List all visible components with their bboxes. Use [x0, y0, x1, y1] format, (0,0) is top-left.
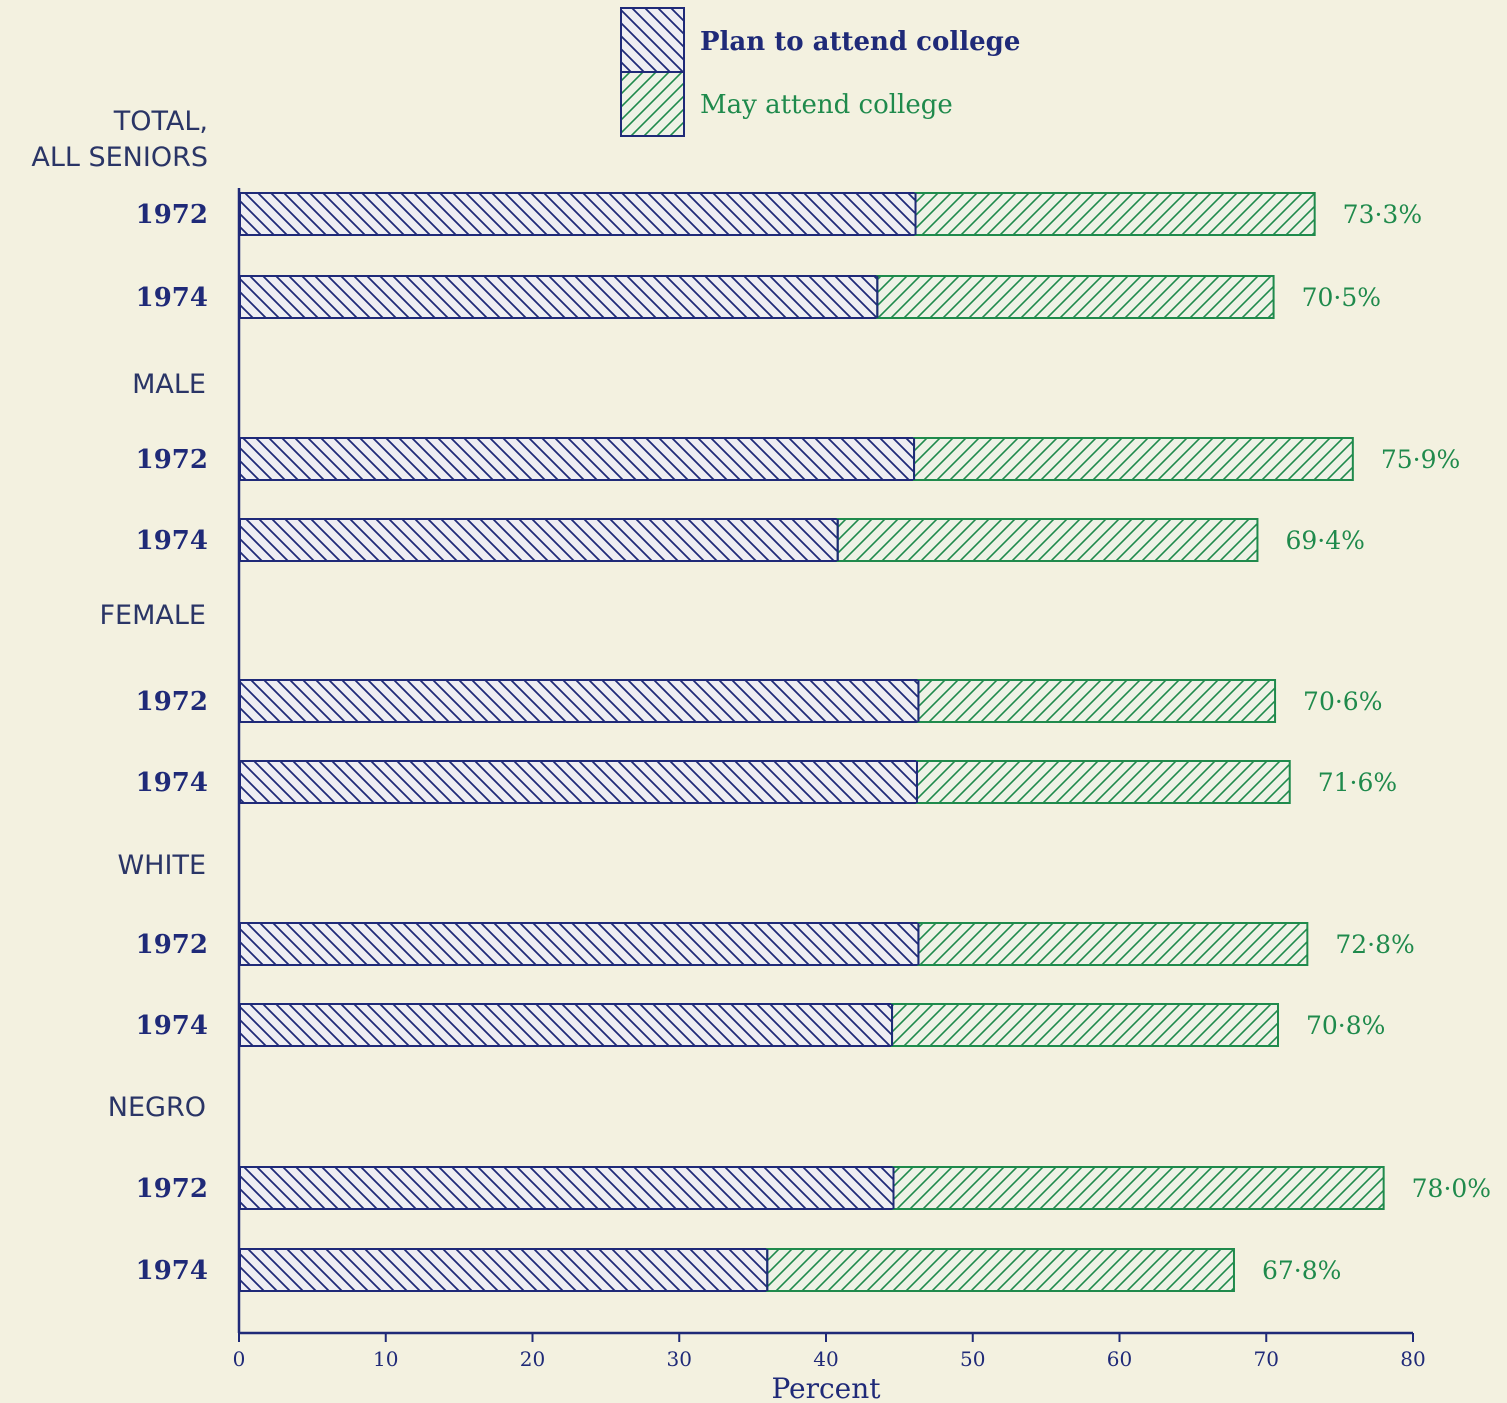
x-tick-label-60: 60: [1107, 1347, 1132, 1371]
x-axis-title: Percent: [771, 1372, 881, 1403]
total-label-white-1972: 72·8%: [1335, 930, 1414, 959]
legend: Plan to attend college May attend colleg…: [620, 7, 1020, 137]
group-label-total-all-seniors: TOTAL, ALL SENIORS: [31, 106, 208, 173]
total-label-male-1972: 75·9%: [1381, 445, 1460, 474]
bar-plan-white-1974: [239, 1003, 894, 1047]
total-label-total-all-seniors-1972: 73·3%: [1343, 200, 1422, 229]
legend-swatch-plan: [620, 7, 685, 73]
bar-may-female-1974: [915, 760, 1291, 804]
total-label-negro-1974: 67·8%: [1262, 1256, 1341, 1285]
total-label-female-1972: 70·6%: [1303, 687, 1382, 716]
total-label-male-1974: 69·4%: [1285, 526, 1364, 555]
year-label-male-1974: 1974: [136, 526, 208, 556]
total-label-female-1974: 71·6%: [1318, 768, 1397, 797]
year-label-total-all-seniors-1972: 1972: [136, 200, 208, 230]
bar-plan-white-1972: [239, 922, 920, 966]
legend-label-may: May attend college: [700, 90, 953, 120]
bar-may-total-all-seniors-1974: [876, 275, 1275, 319]
bar-plan-female-1972: [239, 679, 920, 723]
bar-plan-female-1974: [239, 760, 918, 804]
bar-plan-male-1974: [239, 518, 839, 562]
bar-plan-male-1972: [239, 437, 916, 481]
x-tick-label-30: 30: [667, 1347, 692, 1371]
year-label-total-all-seniors-1974: 1974: [136, 283, 208, 313]
bar-plan-total-all-seniors-1974: [239, 275, 879, 319]
total-label-negro-1972: 78·0%: [1412, 1174, 1491, 1203]
x-tick-label-40: 40: [813, 1347, 838, 1371]
bar-may-negro-1974: [766, 1248, 1235, 1292]
x-tick-label-70: 70: [1254, 1347, 1279, 1371]
bar-may-male-1974: [836, 518, 1259, 562]
legend-swatch-may: [620, 71, 685, 137]
plot-area: 0 10 20 30 40 50 60 70 80 TOTAL, ALL SENIORS 1972 73…: [31, 106, 1491, 1371]
bar-may-female-1972: [917, 679, 1277, 723]
year-label-negro-1974: 1974: [136, 1256, 208, 1286]
group-label-white: WHITE: [117, 850, 206, 881]
bar-may-white-1972: [917, 922, 1309, 966]
year-label-male-1972: 1972: [136, 445, 208, 475]
legend-label-plan: Plan to attend college: [700, 27, 1020, 57]
group-label-male: MALE: [132, 369, 206, 400]
bar-plan-negro-1972: [239, 1166, 895, 1210]
total-label-white-1974: 70·8%: [1306, 1011, 1385, 1040]
bar-plan-negro-1974: [239, 1248, 769, 1292]
x-tick-label-50: 50: [960, 1347, 985, 1371]
x-tick-label-10: 10: [373, 1347, 398, 1371]
x-tick-label-80: 80: [1400, 1347, 1425, 1371]
total-label-total-all-seniors-1974: 70·5%: [1302, 283, 1381, 312]
x-tick-label-20: 20: [520, 1347, 545, 1371]
year-label-female-1974: 1974: [136, 768, 208, 798]
year-label-female-1972: 1972: [136, 687, 208, 717]
group-label-negro: NEGRO: [108, 1092, 206, 1123]
year-label-negro-1972: 1972: [136, 1174, 208, 1204]
group-label-female: FEMALE: [100, 600, 206, 631]
x-tick-label-0: 0: [233, 1347, 246, 1371]
bar-plan-total-all-seniors-1972: [239, 192, 917, 236]
bar-may-white-1974: [891, 1003, 1279, 1047]
year-label-white-1972: 1972: [136, 930, 208, 960]
bar-may-total-all-seniors-1972: [914, 192, 1316, 236]
bar-may-negro-1972: [892, 1166, 1385, 1210]
year-label-white-1974: 1974: [136, 1011, 208, 1041]
bar-may-male-1972: [913, 437, 1354, 481]
